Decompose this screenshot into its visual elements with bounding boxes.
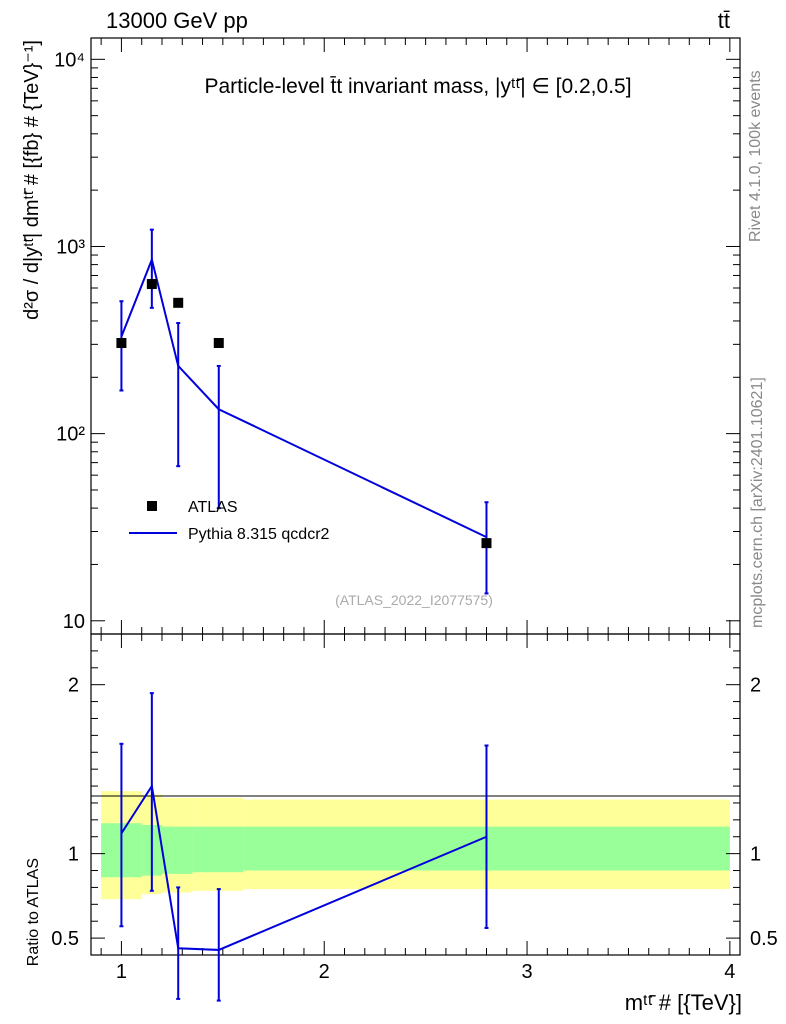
main-y-tick-label: 10⁴ <box>54 49 85 71</box>
data-point <box>116 337 127 348</box>
legend: ATLAS Pythia 8.315 qcdcr2 <box>129 499 330 543</box>
header-final-state-label: tt̄ <box>718 8 730 33</box>
x-tick-label: 4 <box>724 961 735 983</box>
ratio-y-tick-label-left: 0.5 <box>51 928 79 950</box>
ratio-ticks <box>91 634 740 955</box>
ratio-y-tick-label-right: 2 <box>750 675 761 697</box>
main-y-axis-label: d²σ / d|yᵗᵗ̄| dmᵗᵗ̄ # [{fb} # {TeV}⁻¹] <box>21 40 43 320</box>
mcplots-label: mcplots.cern.ch [arXiv:2401.10621] <box>749 377 766 628</box>
ratio-y-tick-label-right: 0.5 <box>750 928 778 950</box>
main-mc-polyline <box>120 256 487 539</box>
rivet-version-label: Rivet 4.1.0, 100k events <box>747 70 764 242</box>
ratio-frame <box>90 633 741 956</box>
ratio-y-tick-label-right: 1 <box>750 844 761 866</box>
ratio-panel: 1 2 3 4 0.5 0.5 1 1 2 2 Ratio to ATLAS mᵗᵗ̄ # [{T… <box>25 633 778 1015</box>
ratio-mc-polyline <box>120 783 487 951</box>
ratio-y-tick-label-left: 2 <box>68 675 79 697</box>
main-y-tick-label: 10² <box>56 424 85 446</box>
ratio-tick-labels: 1 2 3 4 0.5 0.5 1 1 2 2 <box>51 675 778 983</box>
ratio-green-band <box>161 826 193 874</box>
x-axis-label: mᵗᵗ̄ # [{TeV}] <box>625 990 742 1015</box>
x-tick-label: 2 <box>319 961 330 983</box>
main-y-ticks <box>91 38 740 634</box>
legend-pythia-label: Pythia 8.315 qcdcr2 <box>188 526 330 543</box>
main-y-tick-label: 10 <box>63 611 85 633</box>
ratio-uncertainty-bands <box>101 791 730 900</box>
x-tick-label: 1 <box>116 961 127 983</box>
main-y-tick-labels: 10 10² 10³ 10⁴ <box>54 49 85 632</box>
analysis-watermark: (ATLAS_2022_I2077575) <box>335 592 493 608</box>
ratio-y-axis-label: Ratio to ATLAS <box>25 858 42 966</box>
data-point <box>481 538 492 549</box>
x-tick-label: 3 <box>521 961 532 983</box>
main-mc-line <box>120 256 487 539</box>
legend-atlas-marker <box>147 501 157 511</box>
main-y-tick-label: 10³ <box>56 236 85 258</box>
ratio-green-band <box>192 826 244 873</box>
data-point <box>146 279 157 290</box>
data-point <box>213 337 224 348</box>
header-process-label: 13000 GeV pp <box>106 8 248 33</box>
main-panel: 10 10² 10³ 10⁴ Particle-level t̄t invariant… <box>21 37 741 635</box>
ratio-mc-line <box>120 783 487 951</box>
data-point <box>173 297 184 308</box>
legend-atlas-label: ATLAS <box>188 499 238 516</box>
main-data-markers <box>116 279 492 549</box>
main-title: Particle-level t̄t invariant mass, |yᵗᵗ̄… <box>204 75 631 98</box>
ratio-y-tick-label-left: 1 <box>68 844 79 866</box>
main-frame <box>90 37 741 635</box>
